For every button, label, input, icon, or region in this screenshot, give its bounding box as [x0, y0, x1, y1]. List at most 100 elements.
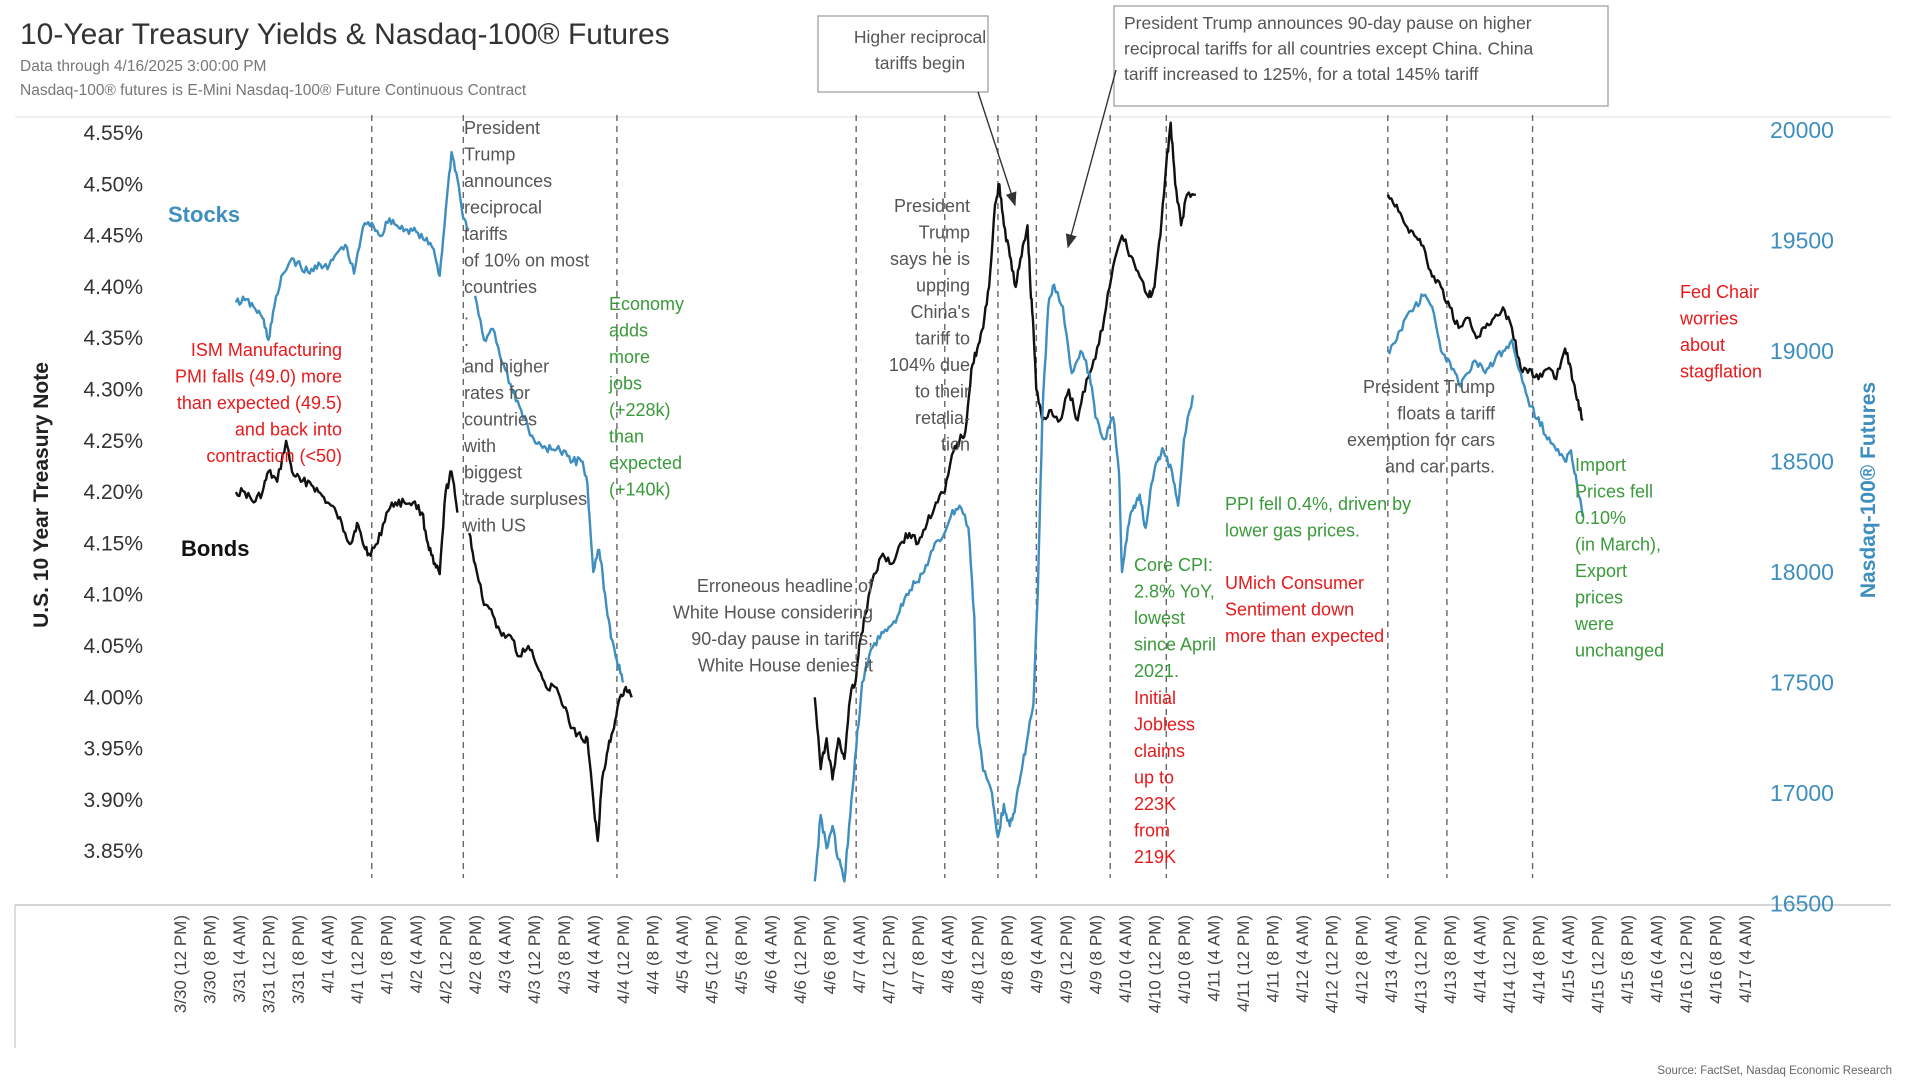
annotation-import-line: prices — [1575, 588, 1623, 608]
annotation-china-104-line: tariff to — [915, 329, 970, 349]
stocks-series-line — [1386, 293, 1584, 517]
annotation-china-104-line: retalia- — [915, 408, 970, 428]
annotation-jobless-line: from — [1134, 821, 1170, 841]
stocks-series-line — [473, 295, 624, 683]
annotation-ism-line: and back into — [235, 420, 342, 440]
y-right-tick-label: 17000 — [1770, 780, 1834, 806]
x-tick-label: 4/12 (8 PM) — [1352, 915, 1371, 1004]
x-tick-label: 4/5 (4 AM) — [673, 915, 692, 993]
x-tick-label: 4/2 (12 PM) — [437, 915, 456, 1004]
x-tick-label: 4/1 (4 AM) — [318, 915, 337, 993]
annotation-umich-line: Sentiment down — [1225, 600, 1354, 620]
arrow-reciprocal-begin — [977, 91, 1017, 207]
annotation-ism-line: PMI falls (49.0) more — [175, 367, 342, 387]
x-tick-label: 4/8 (8 PM) — [998, 915, 1017, 994]
y-right-tick-label: 18500 — [1770, 449, 1834, 475]
annotation-jobs-line: expected — [609, 453, 682, 473]
annotation-fed-line: stagflation — [1680, 362, 1762, 382]
annotation-fed-line: about — [1680, 335, 1725, 355]
x-tick-label: 4/10 (12 PM) — [1145, 915, 1164, 1013]
y-left-tick-label: 3.90% — [83, 789, 143, 812]
annotation-import-line: 0.10% — [1575, 508, 1626, 528]
annotation-trump-reciprocal-line: and higher — [464, 357, 549, 377]
x-tick-label: 4/9 (12 PM) — [1057, 915, 1076, 1004]
annotation-jobless-line: claims — [1134, 741, 1185, 761]
annotation-jobs-line: jobs — [608, 374, 642, 394]
annotation-trump-reciprocal-line: President — [464, 118, 540, 138]
annotation-trump-reciprocal-line: announces — [464, 171, 552, 191]
source-note: Source: FactSet, Nasdaq Economic Researc… — [1657, 1065, 1892, 1077]
x-tick-label: 4/11 (8 PM) — [1264, 915, 1283, 1003]
annotation-ism-line: than expected (49.5) — [177, 393, 342, 413]
x-tick-label: 4/6 (8 PM) — [821, 915, 840, 994]
y-right-tick-label: 18000 — [1770, 559, 1834, 585]
y-left-tick-label: 4.15% — [83, 532, 143, 555]
annotation-import-line: were — [1574, 614, 1614, 634]
x-tick-label: 4/8 (4 AM) — [939, 915, 958, 993]
x-tick-label: 4/4 (12 PM) — [614, 915, 633, 1004]
bonds-series-line — [813, 121, 1196, 781]
x-tick-label: 4/3 (8 PM) — [555, 915, 574, 994]
y-right-tick-label: 19500 — [1770, 228, 1834, 254]
annotation-reciprocal-begin-line: tariffs begin — [875, 53, 965, 73]
annotation-fed-line: worries — [1679, 309, 1738, 329]
x-tick-label: 4/7 (8 PM) — [909, 915, 928, 994]
x-tick-label: 4/13 (8 PM) — [1441, 915, 1460, 1004]
annotation-jobless-line: 223K — [1134, 794, 1176, 814]
y-left-tick-label: 4.30% — [83, 379, 143, 402]
y-left-tick-label: 4.55% — [83, 122, 143, 145]
x-tick-label: 4/9 (8 PM) — [1086, 915, 1105, 994]
annotation-jobless-line: 219K — [1134, 847, 1176, 867]
annotation-china-104-line: 104% due — [889, 355, 970, 375]
annotation-china-104-line: tion — [941, 435, 970, 455]
x-tick-label: 4/4 (4 AM) — [584, 915, 603, 993]
x-tick-label: 4/12 (12 PM) — [1323, 915, 1342, 1013]
annotation-trump-reciprocal-line: Trump — [464, 145, 515, 165]
x-tick-label: 4/13 (12 PM) — [1411, 915, 1430, 1013]
annotation-trump-reciprocal-line: trade surpluses — [464, 489, 587, 509]
x-tick-label: 4/12 (4 AM) — [1293, 915, 1312, 1003]
x-tick-label: 4/16 (12 PM) — [1677, 915, 1696, 1013]
annotation-cars-line: and car parts. — [1385, 457, 1495, 477]
annotation-trump-reciprocal-line: countries — [464, 410, 537, 430]
y-right-axis-title: Nasdaq-100® Futures — [1857, 382, 1880, 598]
x-tick-label: 4/16 (4 AM) — [1648, 915, 1667, 1003]
x-tick-label: 4/5 (12 PM) — [702, 915, 721, 1004]
annotation-trump-reciprocal-line: reciprocal — [464, 198, 542, 218]
x-tick-label: 4/13 (4 AM) — [1382, 915, 1401, 1003]
annotation-pause-line: reciprocal tariffs for all countries exc… — [1124, 39, 1533, 59]
bonds-series-line — [234, 439, 459, 576]
annotation-china-104-line: China's — [911, 302, 970, 322]
annotation-import-line: unchanged — [1575, 641, 1664, 661]
annotation-trump-reciprocal-line: . — [464, 330, 469, 350]
x-tick-label: 4/8 (12 PM) — [968, 915, 987, 1004]
y-right-tick-label: 17500 — [1770, 670, 1834, 696]
annotation-umich-line: UMich Consumer — [1225, 573, 1364, 593]
annotation-cars-line: floats a tariff — [1397, 404, 1496, 424]
y-left-tick-label: 4.50% — [83, 173, 143, 196]
annotation-import-line: Import — [1575, 455, 1626, 475]
annotation-trump-reciprocal-line: countries — [464, 277, 537, 297]
annotations: Stocks Bonds ISM Manufacturing PMI falls (4… — [168, 5, 1762, 867]
x-tick-label: 4/7 (4 AM) — [850, 915, 869, 993]
annotation-trump-reciprocal-line: . — [464, 304, 469, 324]
y-left-tick-label: 4.20% — [83, 481, 143, 504]
y-left-tick-label: 4.40% — [83, 276, 143, 299]
annotation-cars-line: President Trump — [1363, 377, 1495, 397]
x-tick-label: 4/1 (8 PM) — [378, 915, 397, 994]
annotation-cpi-line: 2021. — [1134, 661, 1179, 681]
annotation-china-104-line: President — [894, 196, 970, 216]
annotation-box-reciprocal-begin — [817, 15, 989, 93]
annotation-trump-reciprocal-line: tariffs — [464, 224, 508, 244]
x-tick-label: 4/15 (4 AM) — [1559, 915, 1578, 1003]
y-left-tick-label: 4.35% — [83, 327, 143, 350]
annotation-trump-reciprocal-line: rates for — [464, 383, 530, 403]
annotation-ppi-line: PPI fell 0.4%, driven by — [1225, 494, 1411, 514]
series-layer — [234, 121, 1584, 883]
chart-title: 10-Year Treasury Yields & Nasdaq-100® Fu… — [20, 18, 670, 51]
x-tick-label: 4/6 (4 AM) — [762, 915, 781, 993]
annotation-fed-line: Fed Chair — [1680, 282, 1759, 302]
x-tick-label: 4/7 (12 PM) — [880, 915, 899, 1004]
annotation-ism-line: contraction (<50) — [206, 446, 342, 466]
